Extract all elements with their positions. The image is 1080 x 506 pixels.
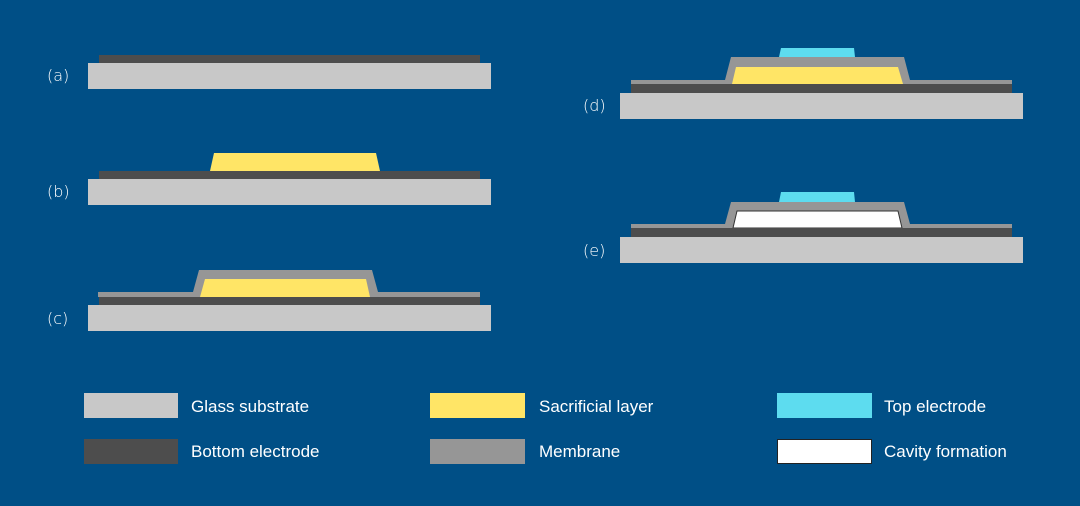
- sacrificial-layer: [732, 67, 903, 84]
- step-label: (d): [583, 96, 606, 115]
- legend-label: Cavity formation: [884, 442, 1007, 461]
- legend-swatch-cavity-formation: [777, 439, 872, 464]
- legend-swatch-bottom-electrode: [84, 439, 178, 464]
- legend-swatch-membrane: [430, 439, 525, 464]
- legend: Glass substrate Sacrificial layer Top el…: [84, 393, 1007, 464]
- step-e: (e): [583, 192, 1023, 263]
- sacrificial-layer: [200, 279, 370, 297]
- glass-substrate: [620, 93, 1023, 119]
- glass-substrate: [88, 305, 491, 331]
- legend-label: Membrane: [539, 442, 620, 461]
- bottom-electrode: [99, 55, 480, 63]
- legend-label: Glass substrate: [191, 397, 309, 416]
- cavity: [732, 210, 903, 229]
- step-label: (c): [47, 309, 68, 328]
- top-electrode: [779, 48, 855, 57]
- step-label: (a): [47, 66, 69, 85]
- legend-label: Top electrode: [884, 397, 986, 416]
- step-label: (b): [47, 182, 70, 201]
- bottom-electrode: [99, 297, 480, 305]
- step-label: (e): [583, 241, 605, 260]
- glass-substrate: [620, 237, 1023, 263]
- bottom-electrode: [631, 228, 1012, 237]
- step-a: (a): [47, 55, 491, 89]
- legend-label: Bottom electrode: [191, 442, 320, 461]
- step-b: (b): [47, 153, 491, 205]
- step-d: (d): [583, 48, 1023, 119]
- sacrificial-layer: [210, 153, 380, 171]
- legend-label: Sacrificial layer: [539, 397, 654, 416]
- glass-substrate: [88, 63, 491, 89]
- legend-swatch-sacrificial-layer: [430, 393, 525, 418]
- step-c: (c): [47, 270, 491, 331]
- bottom-electrode: [99, 171, 480, 179]
- top-electrode: [779, 192, 855, 202]
- bottom-electrode: [631, 84, 1012, 93]
- legend-swatch-glass-substrate: [84, 393, 178, 418]
- legend-swatch-top-electrode: [777, 393, 872, 418]
- glass-substrate: [88, 179, 491, 205]
